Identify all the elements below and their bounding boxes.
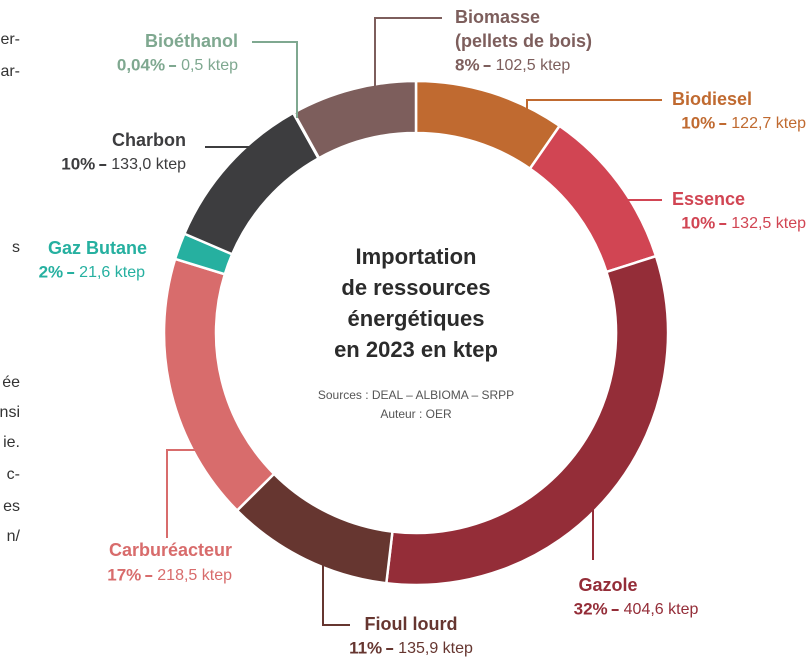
value-label: 404,6 ktep	[624, 601, 699, 618]
leader-line	[374, 17, 442, 102]
share-label: 10%	[681, 113, 715, 132]
text-fragment: c-	[7, 466, 20, 483]
value-label: 122,7 ktep	[731, 115, 806, 132]
share-label: 0,04%	[117, 55, 165, 74]
value-label: 135,9 ktep	[398, 640, 473, 657]
category-detail: (pellets de bois)	[455, 31, 592, 51]
text-fragment: s	[12, 239, 20, 256]
category-label: Gaz Butane	[48, 238, 147, 258]
share-label: 32%	[574, 599, 608, 618]
donut-segment	[384, 254, 670, 587]
category-label: Biomasse	[455, 7, 540, 27]
leader-line	[599, 199, 662, 218]
sources: Sources : DEAL – ALBIOMA – SRPP	[318, 388, 514, 402]
category-label: Essence	[672, 189, 745, 209]
donut-segment	[182, 111, 321, 256]
donut-segment	[528, 124, 658, 274]
category-label: Biodiesel	[672, 89, 752, 109]
leader-line	[166, 449, 212, 538]
category-label: Gazole	[578, 575, 637, 595]
value-label: 218,5 ktep	[157, 567, 232, 584]
category-label: Carburéacteur	[109, 540, 232, 560]
text-fragment: ée	[2, 374, 20, 391]
chart-title: énergétiques	[348, 306, 485, 331]
value-label: 132,5 ktep	[731, 215, 806, 232]
donut-segment	[292, 79, 418, 160]
category-label: Fioul lourd	[365, 614, 458, 634]
category-label: Charbon	[112, 130, 186, 150]
value-label: 21,6 ktep	[79, 264, 145, 281]
text-fragment: ie.	[3, 434, 20, 451]
share-label: 2%	[39, 262, 64, 281]
share-label: 8%	[455, 55, 480, 74]
share-label: 10%	[681, 213, 715, 232]
leader-line	[252, 41, 298, 118]
text-fragment: n/	[7, 528, 21, 545]
donut-segment	[235, 472, 394, 585]
value-label: 0,5 ktep	[181, 57, 238, 74]
author: Auteur : OER	[380, 407, 452, 421]
chart-title: en 2023 en ktep	[334, 337, 498, 362]
leader-line	[526, 99, 662, 128]
chart-title: Importation	[356, 244, 477, 269]
leader-line	[322, 548, 350, 626]
text-fragment: es	[3, 498, 20, 515]
chart-title: de ressources	[341, 275, 490, 300]
share-label: 17%	[107, 565, 141, 584]
value-label: 102,5 ktep	[496, 57, 571, 74]
text-fragment: er-	[0, 31, 20, 48]
value-label: 133,0 ktep	[111, 156, 186, 173]
share-label: 10%	[61, 154, 95, 173]
text-fragment: ar-	[0, 63, 20, 80]
category-label: Bioéthanol	[145, 31, 238, 51]
text-fragment: nsi	[0, 404, 20, 421]
share-label: 11%	[349, 638, 382, 657]
donut-segment	[162, 257, 276, 513]
